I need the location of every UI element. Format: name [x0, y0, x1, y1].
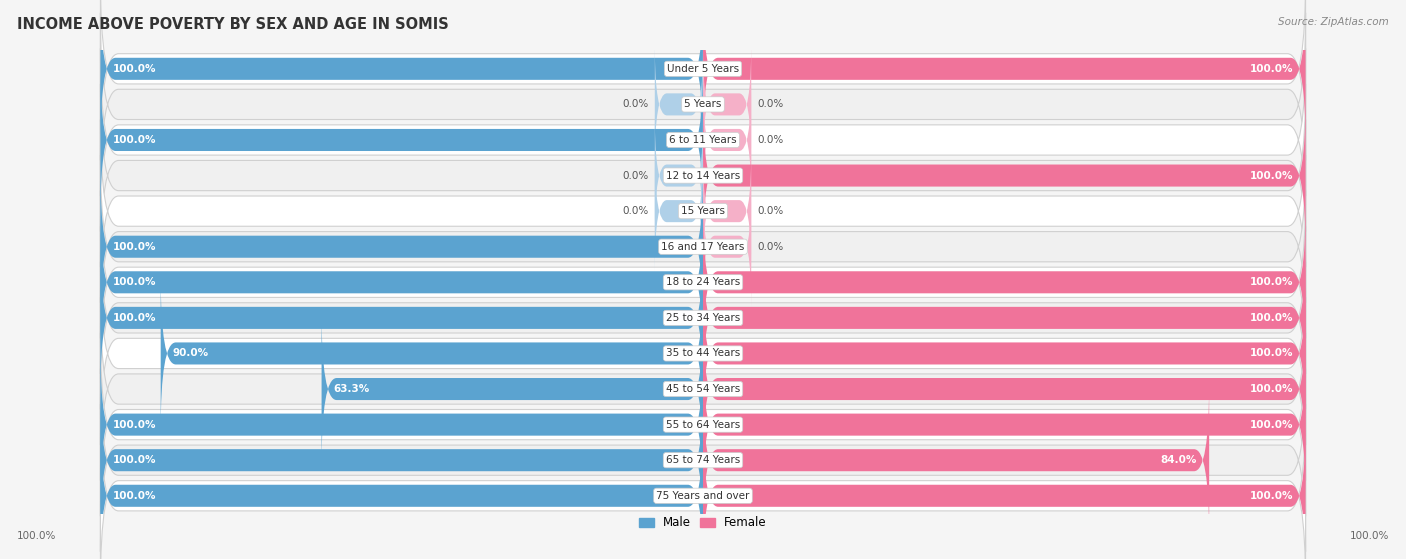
Text: 16 and 17 Years: 16 and 17 Years	[661, 241, 745, 252]
Text: 45 to 54 Years: 45 to 54 Years	[666, 384, 740, 394]
Text: Under 5 Years: Under 5 Years	[666, 64, 740, 74]
FancyBboxPatch shape	[100, 382, 703, 538]
FancyBboxPatch shape	[703, 240, 1306, 396]
Text: 100.0%: 100.0%	[112, 135, 156, 145]
Text: 5 Years: 5 Years	[685, 100, 721, 110]
Text: 0.0%: 0.0%	[623, 206, 648, 216]
Text: 0.0%: 0.0%	[758, 100, 783, 110]
Text: 65 to 74 Years: 65 to 74 Years	[666, 455, 740, 465]
Text: 100.0%: 100.0%	[112, 241, 156, 252]
Text: 0.0%: 0.0%	[758, 135, 783, 145]
Text: 100.0%: 100.0%	[1250, 491, 1294, 501]
Text: 100.0%: 100.0%	[1250, 420, 1294, 430]
FancyBboxPatch shape	[100, 226, 1306, 410]
FancyBboxPatch shape	[100, 262, 1306, 445]
Text: 35 to 44 Years: 35 to 44 Years	[666, 348, 740, 358]
FancyBboxPatch shape	[703, 347, 1306, 503]
Text: Source: ZipAtlas.com: Source: ZipAtlas.com	[1278, 17, 1389, 27]
FancyBboxPatch shape	[703, 311, 1306, 467]
Text: 100.0%: 100.0%	[112, 491, 156, 501]
FancyBboxPatch shape	[100, 418, 703, 559]
FancyBboxPatch shape	[100, 0, 703, 146]
Text: 100.0%: 100.0%	[112, 420, 156, 430]
FancyBboxPatch shape	[703, 276, 1306, 432]
Text: 15 Years: 15 Years	[681, 206, 725, 216]
FancyBboxPatch shape	[100, 13, 1306, 196]
Text: 84.0%: 84.0%	[1161, 455, 1197, 465]
FancyBboxPatch shape	[100, 62, 703, 218]
Text: 0.0%: 0.0%	[623, 170, 648, 181]
FancyBboxPatch shape	[703, 151, 751, 271]
Text: 100.0%: 100.0%	[1250, 64, 1294, 74]
Text: 100.0%: 100.0%	[1250, 384, 1294, 394]
FancyBboxPatch shape	[100, 333, 1306, 517]
Text: INCOME ABOVE POVERTY BY SEX AND AGE IN SOMIS: INCOME ABOVE POVERTY BY SEX AND AGE IN S…	[17, 17, 449, 32]
FancyBboxPatch shape	[703, 98, 1306, 253]
FancyBboxPatch shape	[655, 44, 703, 164]
FancyBboxPatch shape	[100, 347, 703, 503]
FancyBboxPatch shape	[703, 80, 751, 200]
FancyBboxPatch shape	[100, 404, 1306, 559]
FancyBboxPatch shape	[100, 169, 703, 325]
Text: 100.0%: 100.0%	[1350, 531, 1389, 541]
Text: 75 Years and over: 75 Years and over	[657, 491, 749, 501]
FancyBboxPatch shape	[100, 205, 703, 360]
FancyBboxPatch shape	[703, 0, 1306, 146]
Text: 100.0%: 100.0%	[1250, 313, 1294, 323]
Text: 100.0%: 100.0%	[1250, 170, 1294, 181]
Text: 0.0%: 0.0%	[758, 206, 783, 216]
Text: 12 to 14 Years: 12 to 14 Years	[666, 170, 740, 181]
Text: 100.0%: 100.0%	[17, 531, 56, 541]
Text: 100.0%: 100.0%	[112, 455, 156, 465]
FancyBboxPatch shape	[703, 205, 1306, 360]
Text: 6 to 11 Years: 6 to 11 Years	[669, 135, 737, 145]
FancyBboxPatch shape	[703, 187, 751, 307]
FancyBboxPatch shape	[100, 297, 1306, 481]
FancyBboxPatch shape	[160, 276, 703, 432]
Text: 90.0%: 90.0%	[173, 348, 209, 358]
FancyBboxPatch shape	[100, 0, 1306, 160]
FancyBboxPatch shape	[100, 191, 1306, 374]
FancyBboxPatch shape	[703, 418, 1306, 559]
Text: 100.0%: 100.0%	[112, 277, 156, 287]
Text: 18 to 24 Years: 18 to 24 Years	[666, 277, 740, 287]
Text: 25 to 34 Years: 25 to 34 Years	[666, 313, 740, 323]
FancyBboxPatch shape	[100, 368, 1306, 552]
FancyBboxPatch shape	[703, 382, 1209, 538]
Text: 55 to 64 Years: 55 to 64 Years	[666, 420, 740, 430]
Text: 0.0%: 0.0%	[758, 241, 783, 252]
FancyBboxPatch shape	[655, 115, 703, 236]
FancyBboxPatch shape	[655, 151, 703, 271]
FancyBboxPatch shape	[322, 311, 703, 467]
FancyBboxPatch shape	[100, 48, 1306, 231]
Legend: Male, Female: Male, Female	[634, 511, 772, 534]
FancyBboxPatch shape	[100, 84, 1306, 267]
Text: 100.0%: 100.0%	[112, 313, 156, 323]
FancyBboxPatch shape	[100, 240, 703, 396]
FancyBboxPatch shape	[100, 155, 1306, 338]
Text: 63.3%: 63.3%	[333, 384, 370, 394]
Text: 100.0%: 100.0%	[1250, 277, 1294, 287]
Text: 0.0%: 0.0%	[623, 100, 648, 110]
Text: 100.0%: 100.0%	[1250, 348, 1294, 358]
FancyBboxPatch shape	[100, 120, 1306, 303]
FancyBboxPatch shape	[703, 44, 751, 164]
Text: 100.0%: 100.0%	[112, 64, 156, 74]
